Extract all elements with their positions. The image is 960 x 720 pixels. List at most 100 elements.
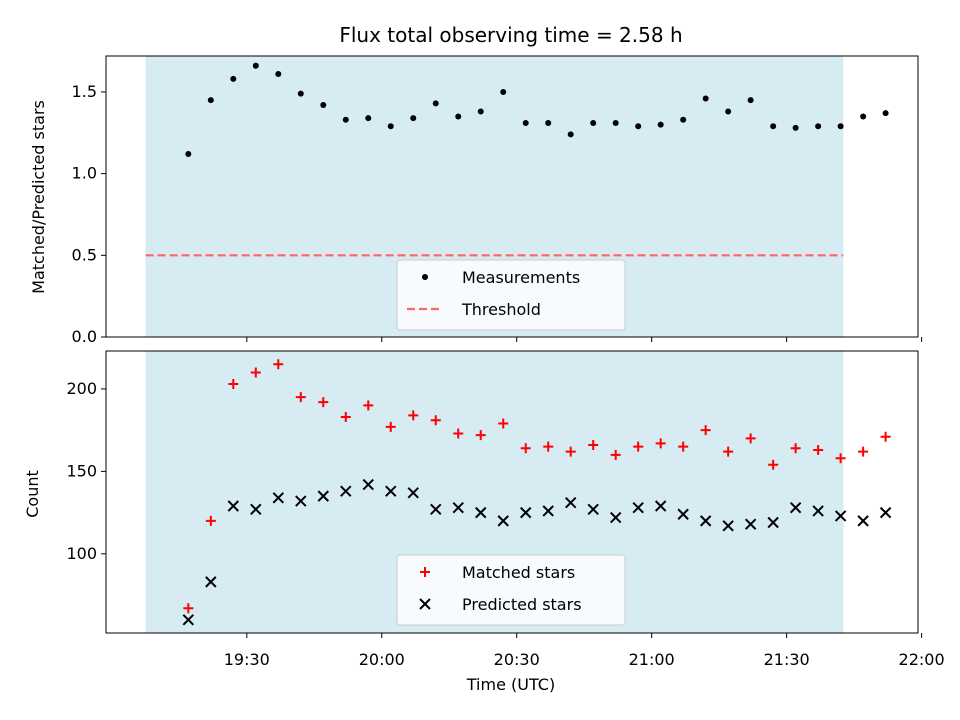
y-tick-label: 0.0 bbox=[72, 327, 97, 346]
measurement-point bbox=[590, 119, 597, 126]
measurement-point bbox=[455, 113, 462, 120]
matched-star-point bbox=[183, 603, 194, 614]
measurement-point bbox=[747, 97, 754, 104]
predicted-star-point bbox=[812, 505, 824, 517]
x-tick-label: 21:30 bbox=[764, 650, 810, 669]
predicted-star-point bbox=[744, 518, 757, 530]
predicted-star-point bbox=[677, 508, 689, 520]
predicted-star-point bbox=[767, 516, 779, 529]
top-y-axis-label: Matched/Predicted stars bbox=[29, 100, 48, 294]
measurement-point bbox=[635, 123, 642, 130]
measurement-point bbox=[500, 88, 507, 95]
matched-star-point bbox=[678, 441, 689, 452]
matched-star-point bbox=[880, 431, 891, 442]
predicted-star-point bbox=[632, 501, 644, 514]
predicted-star-point bbox=[654, 500, 667, 512]
y-tick-label: 200 bbox=[66, 379, 97, 398]
predicted-star-point bbox=[452, 501, 464, 514]
matched-star-point bbox=[295, 392, 306, 403]
matched-star-point bbox=[385, 421, 396, 432]
x-tick-label: 19:30 bbox=[224, 650, 270, 669]
matched-star-point bbox=[205, 515, 216, 526]
predicted-star-point bbox=[699, 515, 712, 527]
measurement-point bbox=[545, 119, 552, 126]
matched-star-point bbox=[813, 444, 824, 455]
axes-frame bbox=[105, 350, 919, 634]
measurement-point bbox=[207, 97, 214, 104]
predicted-star-point bbox=[205, 576, 217, 588]
measurement-point bbox=[882, 110, 889, 117]
predicted-star-point bbox=[857, 515, 869, 527]
measurement-point bbox=[702, 95, 709, 102]
predicted-star-point bbox=[789, 501, 802, 514]
measurement-point bbox=[410, 115, 417, 122]
predicted-star-point bbox=[475, 506, 487, 519]
measurement-point bbox=[680, 116, 687, 123]
predicted-star-point bbox=[250, 503, 262, 516]
matched-star-point bbox=[633, 441, 644, 452]
predicted-star-point bbox=[227, 500, 240, 512]
predicted-star-point bbox=[564, 497, 577, 509]
legend-dot-swatch bbox=[422, 274, 428, 280]
measurement-point bbox=[365, 115, 372, 122]
measurement-point bbox=[477, 108, 484, 115]
measurement-point bbox=[342, 116, 349, 123]
predicted-star-point bbox=[879, 506, 892, 519]
predicted-star-point bbox=[430, 503, 442, 516]
matched-star-point bbox=[565, 446, 576, 457]
matched-star-point bbox=[498, 418, 509, 429]
y-tick-label: 1.0 bbox=[72, 164, 97, 183]
predicted-star-point bbox=[834, 510, 847, 522]
legend-box bbox=[396, 259, 626, 331]
predicted-star-point bbox=[722, 520, 734, 532]
measurement-point bbox=[297, 90, 304, 97]
legend-bottom: Matched stars Predicted stars bbox=[396, 554, 626, 626]
measurement-point bbox=[230, 75, 237, 82]
matched-star-point bbox=[745, 433, 756, 444]
predicted-star-point bbox=[272, 492, 285, 504]
y-tick-label: 150 bbox=[66, 461, 97, 480]
matched-star-point bbox=[475, 430, 486, 441]
measurement-point bbox=[657, 121, 664, 128]
measurement-point bbox=[612, 119, 619, 126]
matched-star-point bbox=[250, 367, 261, 378]
predicted-star-point bbox=[520, 506, 532, 519]
legend-x-swatch bbox=[419, 598, 431, 610]
legend-label: Matched stars bbox=[462, 563, 575, 582]
x-axis-label: Time (UTC) bbox=[466, 675, 555, 694]
matched-star-point bbox=[318, 397, 329, 408]
matched-star-point bbox=[543, 441, 554, 452]
measurement-point bbox=[792, 124, 799, 131]
axes-frame bbox=[105, 55, 919, 338]
measurement-point bbox=[387, 123, 394, 130]
predicted-star-point bbox=[497, 515, 509, 527]
matched-star-point bbox=[723, 446, 734, 457]
legend-label: Threshold bbox=[461, 300, 541, 319]
measurement-point bbox=[252, 62, 259, 69]
matched-star-point bbox=[273, 359, 284, 370]
x-tick-label: 21:00 bbox=[629, 650, 675, 669]
predicted-star-point bbox=[340, 485, 352, 497]
matched-star-point bbox=[363, 400, 374, 411]
measurement-point bbox=[725, 108, 732, 115]
measurement-point bbox=[770, 123, 777, 130]
legend-box bbox=[396, 554, 626, 626]
x-tick-label: 22:00 bbox=[899, 650, 945, 669]
y-tick-label: 0.5 bbox=[72, 245, 97, 264]
matched-star-point bbox=[610, 449, 621, 460]
matched-star-point bbox=[588, 440, 599, 450]
measurement-point bbox=[275, 70, 282, 77]
matched-star-point bbox=[340, 411, 351, 422]
predicted-star-point bbox=[609, 511, 622, 524]
predicted-star-point bbox=[587, 503, 599, 516]
matched-star-point bbox=[408, 410, 419, 421]
predicted-star-point bbox=[385, 485, 397, 497]
x-tick-label: 20:00 bbox=[359, 650, 405, 669]
matched-star-point bbox=[700, 425, 711, 436]
measurement-point bbox=[185, 151, 192, 158]
matched-star-point bbox=[430, 415, 441, 426]
measurement-point bbox=[815, 123, 822, 130]
measurement-point bbox=[860, 113, 867, 120]
measurement-point bbox=[837, 123, 844, 130]
